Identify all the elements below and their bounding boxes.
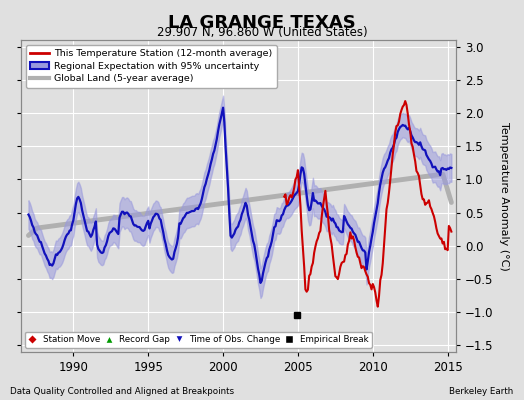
Y-axis label: Temperature Anomaly (°C): Temperature Anomaly (°C) [499, 122, 509, 270]
Text: Berkeley Earth: Berkeley Earth [449, 387, 514, 396]
Legend: Station Move, Record Gap, Time of Obs. Change, Empirical Break: Station Move, Record Gap, Time of Obs. C… [25, 332, 372, 348]
Text: Data Quality Controlled and Aligned at Breakpoints: Data Quality Controlled and Aligned at B… [10, 387, 235, 396]
Text: 29.907 N, 96.860 W (United States): 29.907 N, 96.860 W (United States) [157, 26, 367, 39]
Text: LA GRANGE TEXAS: LA GRANGE TEXAS [168, 14, 356, 32]
